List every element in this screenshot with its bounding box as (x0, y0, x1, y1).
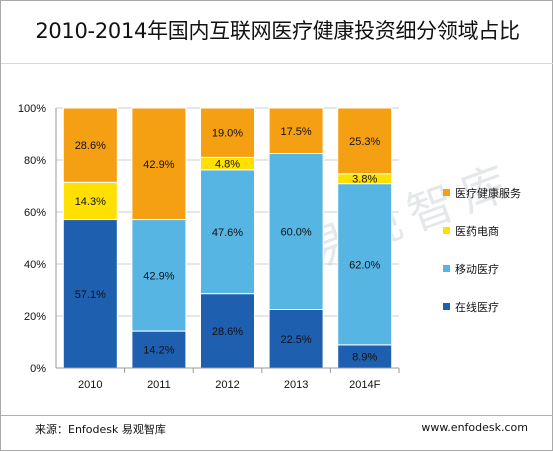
y-tick-label: 20% (24, 311, 46, 323)
y-tick-label: 40% (24, 259, 46, 271)
data-label: 4.8% (215, 159, 240, 171)
data-label: 14.2% (143, 345, 174, 357)
data-label: 19.0% (212, 128, 243, 140)
x-tick-label: 2012 (215, 379, 239, 391)
data-label: 60.0% (280, 227, 311, 239)
data-label: 8.9% (352, 351, 377, 363)
legend-item: 医药电商 (443, 224, 499, 238)
legend-item: 医疗健康服务 (443, 186, 521, 200)
data-label: 42.9% (143, 159, 174, 171)
legend-swatch (443, 227, 450, 234)
data-label: 57.1% (75, 289, 106, 301)
bar-segment (62, 107, 118, 183)
bar-segment (200, 107, 255, 158)
legend-label: 移动医疗 (455, 262, 499, 276)
x-tick-label: 2013 (284, 379, 308, 391)
bar-segment (200, 293, 255, 369)
bar-segment (200, 169, 255, 295)
data-label: 42.9% (143, 270, 174, 282)
y-tick-label: 100% (18, 103, 46, 115)
bar-segment (131, 107, 187, 221)
legend-swatch (443, 189, 450, 196)
y-tick-label: 60% (24, 207, 46, 219)
watermark-text: 易观智库 (295, 152, 524, 279)
chart-title: 2010-2014年国内互联网医疗健康投资细分领域占比 (35, 19, 520, 43)
bar-segment (337, 107, 393, 175)
legend-label: 医药电商 (455, 224, 499, 238)
data-label: 47.6% (212, 227, 243, 239)
x-tick-label: 2014F (349, 379, 380, 391)
y-tick-label: 0% (30, 363, 46, 375)
legend-swatch (443, 303, 450, 310)
data-label: 3.8% (352, 174, 377, 186)
legend-item: 移动医疗 (443, 262, 499, 276)
data-label: 62.0% (349, 259, 380, 271)
legend-item: 在线医疗 (443, 300, 499, 314)
bar-segment (268, 153, 324, 310)
data-label: 14.3% (75, 196, 106, 208)
legend-label: 在线医疗 (455, 300, 499, 314)
website-link: www.enfodesk.com (421, 421, 528, 434)
x-tick-label: 2010 (78, 379, 102, 391)
legend-swatch (443, 265, 450, 272)
title-divider (1, 63, 553, 64)
y-tick-label: 80% (24, 155, 46, 167)
x-tick-label: 2011 (147, 379, 171, 391)
source-note: 来源：Enfodesk 易观智库 (35, 423, 166, 436)
footer-divider (1, 415, 553, 416)
legend-label: 医疗健康服务 (455, 186, 521, 200)
bar-segment (268, 309, 324, 369)
data-label: 28.6% (75, 140, 106, 152)
data-label: 22.5% (280, 334, 311, 346)
data-label: 25.3% (349, 136, 380, 148)
data-label: 28.6% (212, 326, 243, 338)
y-axis: 0% 20% 40% 60% 80% 100% (18, 103, 57, 375)
data-label: 17.5% (280, 126, 311, 138)
x-axis: 2010 2011 2012 2013 2014F (56, 367, 400, 391)
bars: 57.1% 14.3% 28.6% 14.2% 42.9% 42.9% 28.6% 47.6%… (62, 107, 393, 369)
bar-segment (268, 107, 324, 154)
